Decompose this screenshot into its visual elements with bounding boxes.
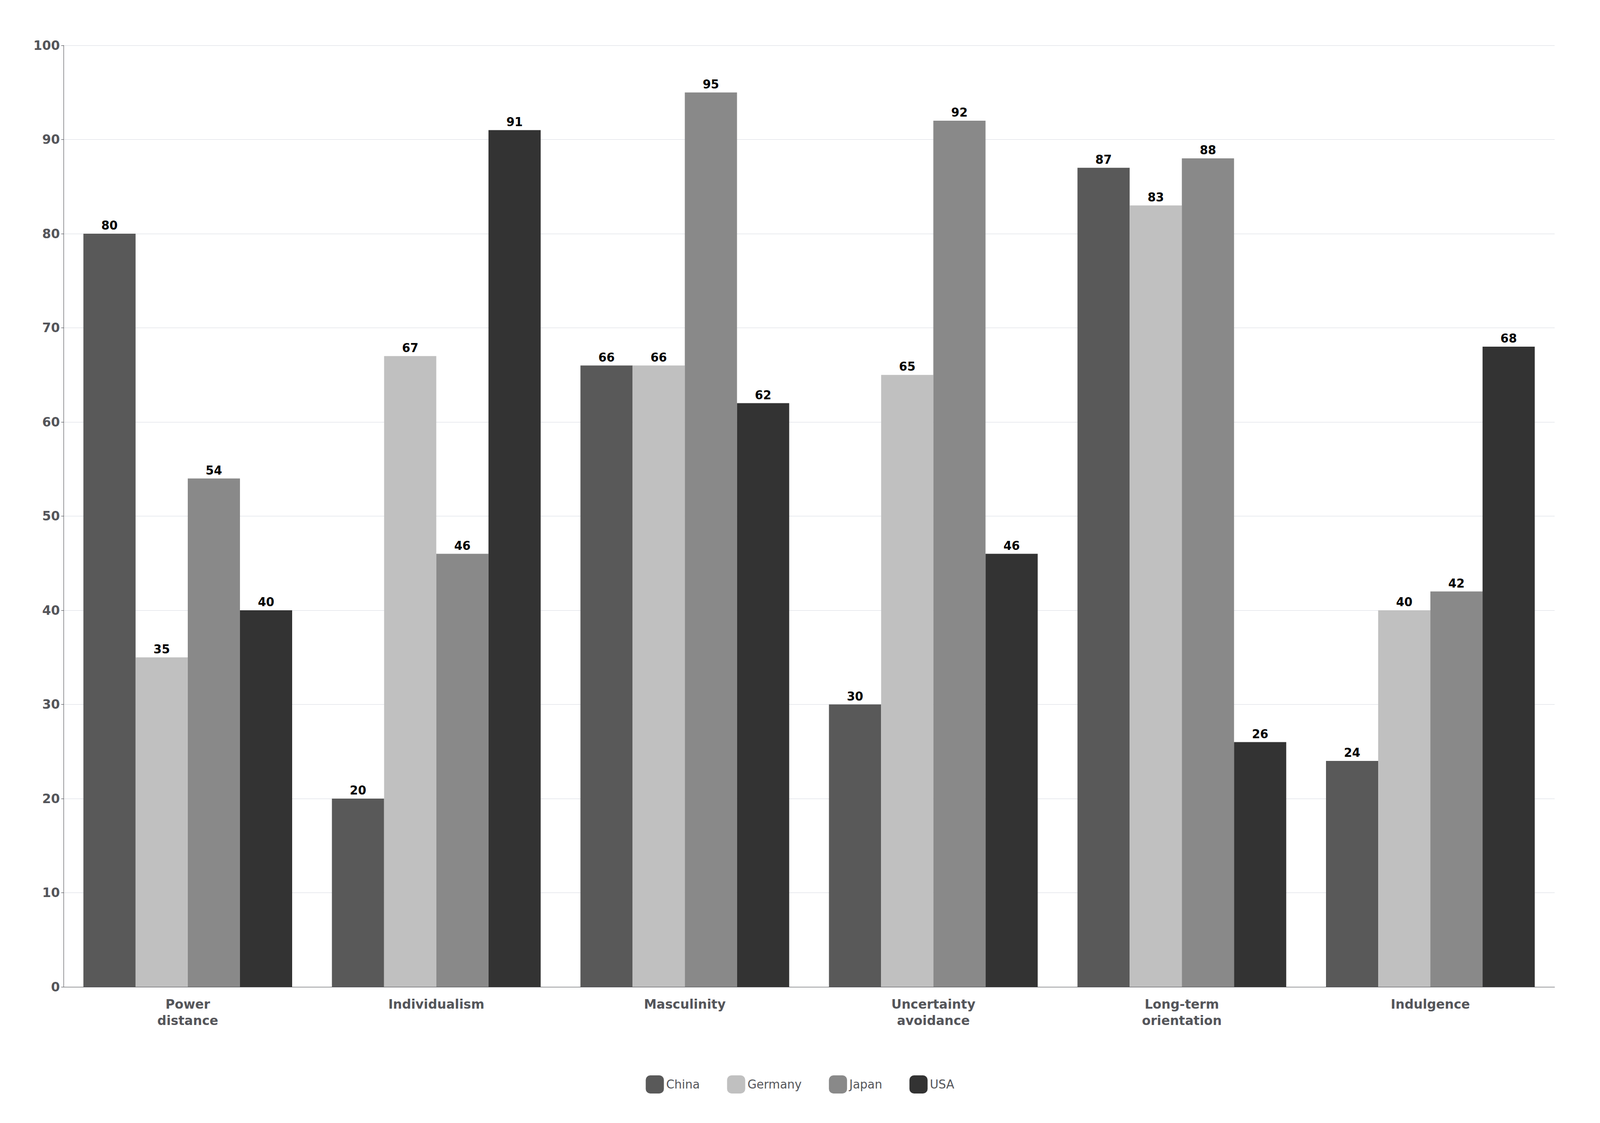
svg-text:35: 35 [153,642,170,656]
svg-text:62: 62 [754,388,772,402]
svg-text:60: 60 [42,414,60,430]
svg-text:50: 50 [42,508,60,524]
svg-text:46: 46 [454,538,471,553]
svg-text:China: China [665,1077,700,1092]
svg-text:Masculinity: Masculinity [643,996,726,1012]
svg-text:20: 20 [349,783,367,798]
svg-text:24: 24 [1343,745,1361,760]
svg-text:Indulgence: Indulgence [1390,996,1470,1012]
svg-text:87: 87 [1095,152,1112,167]
svg-text:80: 80 [42,226,60,242]
svg-text:40: 40 [257,595,275,609]
svg-text:42: 42 [1448,576,1465,591]
svg-text:88: 88 [1199,143,1217,157]
svg-text:Uncertainty: Uncertainty [891,996,976,1012]
svg-text:66: 66 [650,350,667,365]
svg-text:54: 54 [205,463,222,478]
svg-text:Individualism: Individualism [388,996,485,1012]
svg-text:Long-term: Long-term [1144,996,1219,1012]
svg-text:Germany: Germany [747,1077,803,1092]
svg-text:66: 66 [598,350,615,365]
svg-text:USA: USA [929,1077,955,1092]
svg-text:83: 83 [1147,190,1165,205]
svg-text:avoidance: avoidance [896,1012,970,1028]
svg-text:65: 65 [899,359,916,374]
svg-text:30: 30 [846,689,864,704]
svg-text:92: 92 [951,105,968,120]
svg-text:Japan: Japan [848,1077,883,1092]
svg-text:91: 91 [506,115,523,129]
svg-text:30: 30 [42,696,60,712]
svg-text:40: 40 [1395,595,1413,609]
svg-text:90: 90 [42,132,60,147]
svg-text:40: 40 [42,602,60,618]
svg-text:26: 26 [1252,727,1269,741]
svg-text:46: 46 [1003,538,1020,553]
svg-text:distance: distance [157,1012,219,1028]
svg-text:68: 68 [1500,331,1517,346]
svg-text:100: 100 [33,38,60,54]
svg-text:Power: Power [165,996,211,1012]
svg-text:80: 80 [101,218,118,233]
svg-text:70: 70 [42,320,60,336]
svg-text:10: 10 [42,885,60,901]
svg-text:95: 95 [702,77,720,92]
svg-text:0: 0 [51,979,60,995]
svg-text:orientation: orientation [1141,1012,1222,1028]
svg-text:67: 67 [401,341,419,355]
svg-text:20: 20 [42,791,60,807]
